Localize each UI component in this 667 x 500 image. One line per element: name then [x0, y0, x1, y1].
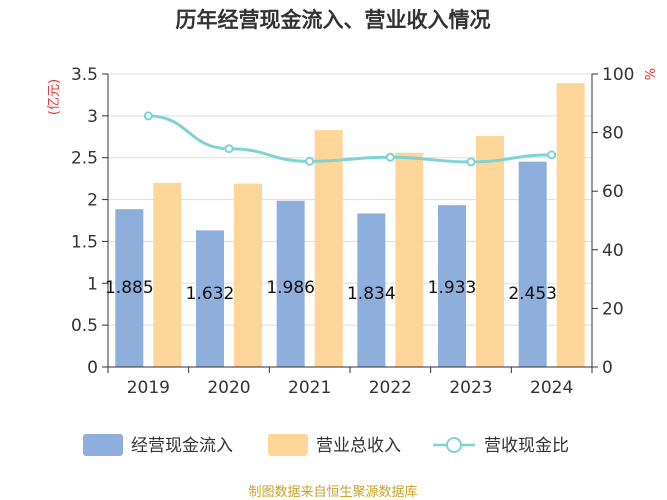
right-tick-label: 0 — [602, 358, 613, 378]
legend-label-revenue: 营业总收入 — [316, 436, 401, 456]
bar-cash-inflow — [438, 205, 466, 367]
x-tick-label: 2022 — [369, 378, 412, 398]
ratio-point — [385, 152, 395, 162]
bar-revenue — [234, 183, 262, 367]
bar-cash-inflow — [357, 213, 386, 367]
x-tick-label: 2024 — [530, 378, 573, 398]
legend: 经营现金流入 营业总收入 营收现金比 — [83, 434, 569, 456]
ratio-point — [547, 150, 557, 160]
right-tick-label: 20 — [602, 299, 624, 319]
bar-revenue — [314, 130, 343, 367]
data-label-cash-inflow: 1.986 — [266, 278, 315, 298]
data-label-cash-inflow: 1.885 — [105, 278, 154, 298]
ratio-point — [224, 144, 234, 154]
bar-cash-inflow — [518, 161, 547, 367]
left-tick-label: 2 — [87, 191, 98, 211]
ratio-line-path — [148, 114, 552, 164]
bars — [115, 83, 585, 368]
legend-swatch-revenue — [268, 434, 308, 456]
right-axis-unit: % — [644, 68, 659, 80]
bar-cash-inflow — [196, 230, 224, 367]
bar-revenue — [395, 152, 424, 367]
right-tick-label: 40 — [602, 241, 624, 261]
ratio-line — [143, 111, 557, 167]
bar-revenue — [476, 135, 504, 367]
chart-title: 历年经营现金流入、营业收入情况 — [176, 8, 491, 32]
left-tick-label: 3 — [87, 107, 98, 127]
legend-swatch-cash-inflow — [83, 434, 123, 456]
data-label-cash-inflow: 1.834 — [347, 284, 396, 304]
legend-marker-ratio — [446, 437, 462, 453]
x-tick-label: 2021 — [288, 378, 331, 398]
x-tick-label: 2020 — [207, 378, 250, 398]
right-tick-label: 80 — [602, 124, 624, 144]
legend-label-ratio: 营收现金比 — [484, 436, 569, 456]
left-tick-label: 2.5 — [71, 149, 98, 169]
ratio-point — [305, 156, 315, 166]
x-tick-label: 2019 — [127, 378, 170, 398]
data-labels: 1.885 1.632 1.986 1.834 1.933 2.453 — [105, 278, 557, 304]
right-tick-label: 60 — [602, 182, 624, 202]
left-tick-label: 1.5 — [71, 232, 98, 252]
left-tick-label: 1 — [87, 274, 98, 294]
bar-cash-inflow — [115, 209, 144, 367]
ratio-point — [466, 157, 476, 167]
data-label-cash-inflow: 2.453 — [508, 284, 557, 304]
data-label-cash-inflow: 1.632 — [186, 284, 235, 304]
ratio-point — [143, 111, 153, 121]
bar-revenue — [556, 83, 585, 368]
data-label-cash-inflow: 1.933 — [428, 278, 477, 298]
axes: 0 0.5 1 1.5 2 2.5 3 3.5 0 20 40 60 80 100 2019 2020 2021… — [71, 65, 635, 398]
legend-label-cash-inflow: 经营现金流入 — [131, 436, 233, 456]
right-tick-label: 100 — [602, 65, 634, 85]
grid — [108, 73, 592, 326]
left-tick-label: 0 — [87, 358, 98, 378]
bar-cash-inflow — [276, 200, 305, 367]
source-note: 制图数据来自恒生聚源数据库 — [248, 484, 417, 500]
x-tick-label: 2023 — [449, 378, 492, 398]
bar-revenue — [153, 182, 182, 367]
left-tick-label: 3.5 — [71, 65, 98, 85]
left-axis-unit: (亿元) — [47, 79, 62, 115]
left-tick-label: 0.5 — [71, 316, 98, 336]
